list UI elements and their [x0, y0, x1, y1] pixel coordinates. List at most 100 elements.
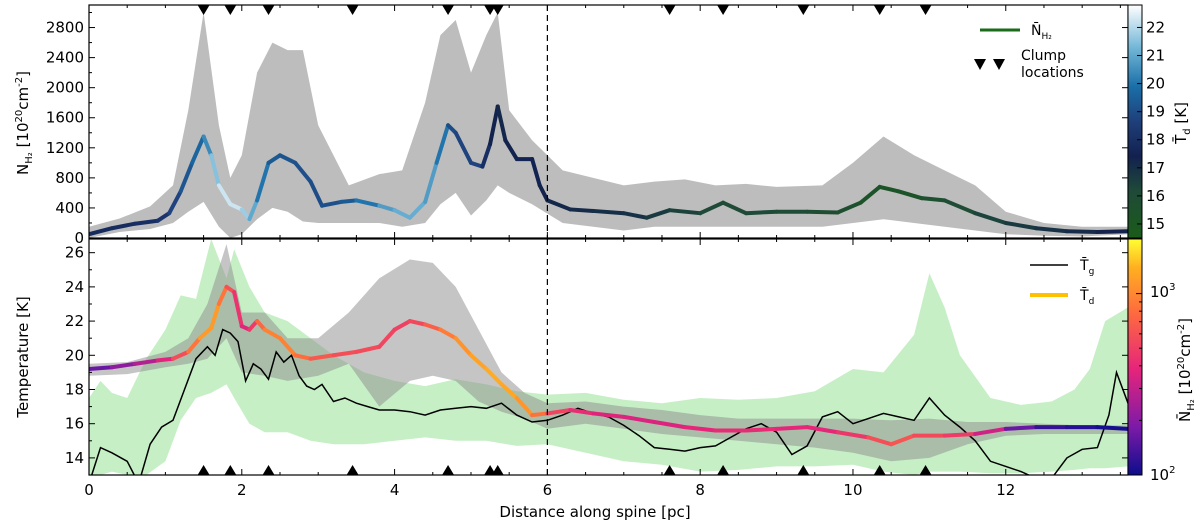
- bottom-colorbar-label: N̄H₂ [1020cm-2]: [1175, 318, 1197, 422]
- td-segment: [774, 425, 810, 431]
- nh2-segment: [568, 207, 596, 213]
- top-clump-markers: [197, 5, 932, 15]
- nh2-segment: [896, 189, 924, 201]
- top-colorbar-ticks: 15 16 17 18 19 20 21 22: [1137, 18, 1165, 233]
- nh2-segment: [216, 183, 233, 207]
- td-segment: [331, 349, 359, 358]
- nh2-segment: [89, 226, 114, 237]
- top-y-tick-label: 400: [55, 199, 84, 217]
- nh2-segment: [973, 211, 1008, 225]
- bottom-x-axis-label: Distance along spine [pc]: [499, 503, 690, 521]
- td-segment: [682, 425, 718, 433]
- nh2-segment: [835, 200, 863, 215]
- nh2-segment: [919, 196, 947, 203]
- x-tick-label: 10: [843, 481, 862, 499]
- clump-marker: [484, 5, 497, 15]
- top-colorbar-frame: [1127, 4, 1143, 239]
- top-y-tick-label: 2400: [46, 49, 84, 67]
- clump-marker: [491, 465, 504, 475]
- nh2-segment: [167, 189, 183, 216]
- nh2-segment: [247, 198, 260, 222]
- clump-marker: [797, 5, 810, 15]
- bottom-y-tick-label: 14: [65, 449, 84, 467]
- nh2-segment: [178, 160, 195, 194]
- top-y-tick-label: 0: [74, 229, 84, 247]
- top-legend: N̄H₂ Clump locations: [974, 21, 1084, 81]
- td-segment: [171, 349, 191, 361]
- top-y-tick-label: 1600: [46, 109, 84, 127]
- bottom-y-tick-label: 24: [65, 278, 84, 296]
- top-y-tick-label: 1200: [46, 139, 84, 157]
- clump-marker: [797, 465, 810, 475]
- td-segment: [423, 322, 443, 332]
- bottom-gas-temperature-band: [89, 239, 1128, 475]
- top-colorbar-label: T̄d [K]: [1171, 102, 1193, 145]
- td-segment: [499, 382, 519, 401]
- nh2-segment: [591, 208, 626, 216]
- nh2-segment: [228, 202, 244, 212]
- nh2-segment: [266, 153, 282, 165]
- bottom-clump-markers: [197, 465, 932, 475]
- bottom-colorbar: [1128, 239, 1142, 475]
- nh2-segment: [201, 134, 214, 158]
- td-segment: [216, 284, 229, 306]
- nh2-segment: [503, 138, 519, 162]
- clump-marker: [663, 465, 676, 475]
- nh2-segment: [320, 199, 344, 208]
- td-segment: [197, 325, 214, 341]
- legend-nh2-label: N̄H₂: [1031, 21, 1052, 42]
- td-segment: [652, 419, 687, 430]
- bottom-dust-temperature-band: [89, 244, 1128, 462]
- bottom-colorbar-tick-100: 102: [1150, 465, 1175, 484]
- nh2-segment: [744, 209, 779, 216]
- clump-marker: [717, 465, 730, 475]
- td-segment: [545, 408, 573, 416]
- td-segment: [277, 336, 298, 358]
- nh2-segment: [537, 183, 550, 203]
- legend-td-label: T̄d: [1079, 286, 1094, 307]
- top-y-tick-label: 2000: [46, 79, 84, 97]
- clump-marker: [663, 5, 676, 15]
- td-segment: [155, 356, 176, 363]
- clump-marker: [262, 5, 275, 15]
- bottom-gas-temperature-line: [90, 328, 1128, 475]
- nh2-segment: [621, 211, 649, 220]
- clump-marker: [442, 465, 455, 475]
- legend-tg-label: T̄g: [1079, 256, 1094, 277]
- x-tick-label: 2: [237, 481, 247, 499]
- nh2-segment: [644, 208, 672, 220]
- x-tick-label: 6: [543, 481, 553, 499]
- td-segment: [866, 435, 894, 447]
- nh2-segment: [468, 160, 485, 169]
- td-segment: [805, 425, 840, 435]
- td-segment: [591, 411, 626, 419]
- bottom-y-tick-label: 22: [65, 312, 84, 330]
- clump-marker: [491, 5, 504, 15]
- top-colorbar-tick-label: 22: [1146, 18, 1165, 36]
- x-tick-label: 4: [390, 481, 400, 499]
- td-segment: [744, 426, 779, 433]
- legend-clump-marker-2: [993, 59, 1005, 70]
- top-mean-column-density-line: [89, 104, 1128, 237]
- bottom-y-tick-label: 16: [65, 415, 84, 433]
- nh2-segment: [293, 160, 313, 184]
- nh2-segment: [255, 160, 271, 203]
- nh2-segment: [488, 104, 500, 147]
- nh2-segment: [667, 208, 703, 216]
- x-tick-label: 8: [695, 481, 705, 499]
- top-colorbar-tick-label: 17: [1146, 159, 1165, 177]
- x-tick-label: 12: [996, 481, 1015, 499]
- top-colorbar-tick-label: 20: [1146, 75, 1165, 93]
- td-segment: [621, 414, 657, 424]
- td-segment: [438, 327, 458, 341]
- td-segment: [132, 358, 160, 366]
- td-segment: [942, 431, 978, 438]
- clump-marker: [224, 465, 237, 475]
- clump-marker: [919, 465, 932, 475]
- td-segment: [973, 426, 1008, 436]
- td-segment: [889, 433, 917, 447]
- clump-marker: [197, 465, 210, 475]
- td-segment: [484, 366, 504, 387]
